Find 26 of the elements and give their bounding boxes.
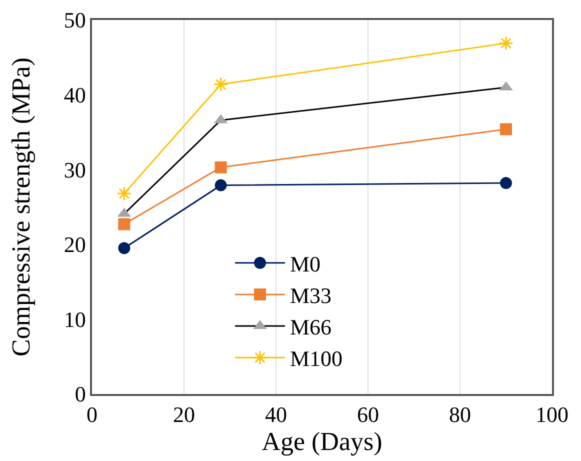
x-tick-label: 80: [449, 402, 471, 428]
y-tick-label: 40: [64, 82, 86, 108]
x-tick-label: 60: [357, 402, 379, 428]
y-tick-label: 10: [64, 306, 86, 332]
point: [214, 179, 227, 192]
legend-label: M33: [290, 283, 332, 308]
x-tick-label: 20: [173, 402, 195, 428]
y-axis-title: Compressive strength (MPa): [6, 58, 36, 356]
point: [214, 161, 227, 174]
x-tick-label: 100: [536, 402, 568, 428]
point: [213, 76, 228, 92]
point: [118, 218, 130, 230]
y-tick-label: 50: [64, 8, 86, 33]
legend-label: M66: [290, 314, 332, 340]
point: [500, 177, 512, 190]
point: [498, 36, 514, 51]
point: [500, 123, 512, 136]
y-tick-label: 20: [64, 232, 86, 258]
y-tick-label: 0: [74, 382, 86, 407]
legend-label: M0: [290, 251, 321, 276]
y-tick-label: 30: [64, 157, 86, 182]
point: [118, 242, 130, 254]
legend-label: M100: [290, 346, 343, 372]
point: [116, 186, 132, 201]
x-axis-title: Age (Days): [262, 427, 382, 456]
x-tick-label: 40: [265, 402, 287, 428]
